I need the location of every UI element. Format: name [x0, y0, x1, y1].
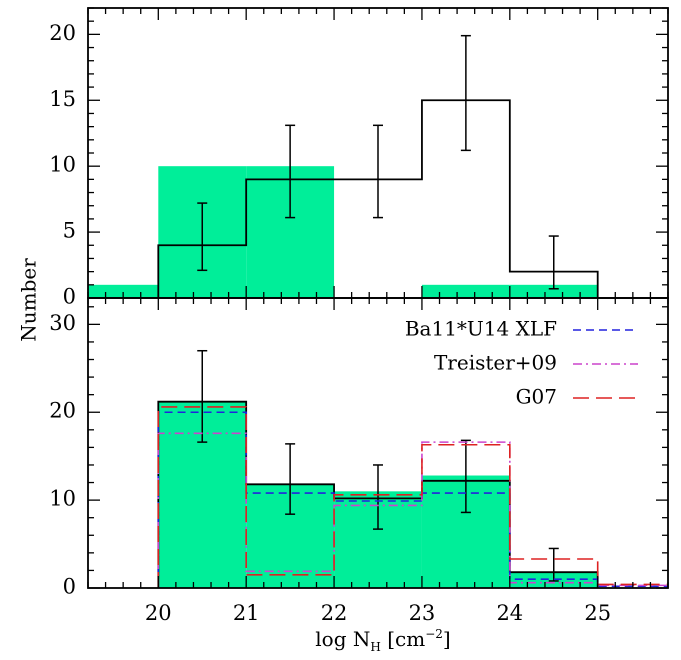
top-panel: 0 5 10 15 20 [49, 7, 669, 309]
x-tick-label: 25 [584, 601, 611, 625]
bottom-frame [87, 297, 669, 589]
bottom-y-tick-label: 10 [49, 487, 76, 511]
legend-label: Treister+09 [434, 351, 557, 375]
x-tick-label: 22 [321, 601, 348, 625]
x-axis-label-exponent: −2 [425, 627, 443, 641]
top-y-tick-label: 10 [49, 153, 76, 177]
legend-label: Ba11*U14 XLF [405, 317, 557, 341]
bottom-y-tick-label: 20 [49, 399, 76, 423]
x-axis-label-subscript: H [370, 640, 380, 654]
x-axis-label: log NH [cm−2] [315, 627, 450, 654]
top-y-tick-label: 20 [49, 21, 76, 45]
bottom-y-tick-label: 30 [49, 311, 76, 335]
bottom-g07-histogram [157, 406, 668, 588]
x-tick-label: 20 [145, 601, 172, 625]
top-observed-histogram [157, 99, 599, 298]
top-filled-bar [421, 284, 510, 298]
top-y-tick-label: 15 [49, 87, 76, 111]
top-y-tick-label: 0 [63, 285, 76, 309]
top-y-tick-label: 5 [63, 219, 76, 243]
x-tick-label: 23 [409, 601, 436, 625]
x-axis-label-close: ] [443, 627, 451, 651]
x-axis-label-main: log N [315, 627, 370, 651]
bottom-y-tick-label: 0 [63, 575, 76, 599]
y-axis-label: Number [17, 258, 41, 342]
bottom-panel: 0 10 20 30 20 21 22 23 24 25 Ba11*U14 XLF Treister+… [49, 297, 669, 625]
x-tick-label: 21 [233, 601, 260, 625]
x-axis-label-unit: [cm [387, 627, 425, 651]
legend-label: G07 [516, 385, 557, 409]
x-tick-label: 24 [496, 601, 523, 625]
top-filled-bar [509, 284, 598, 298]
